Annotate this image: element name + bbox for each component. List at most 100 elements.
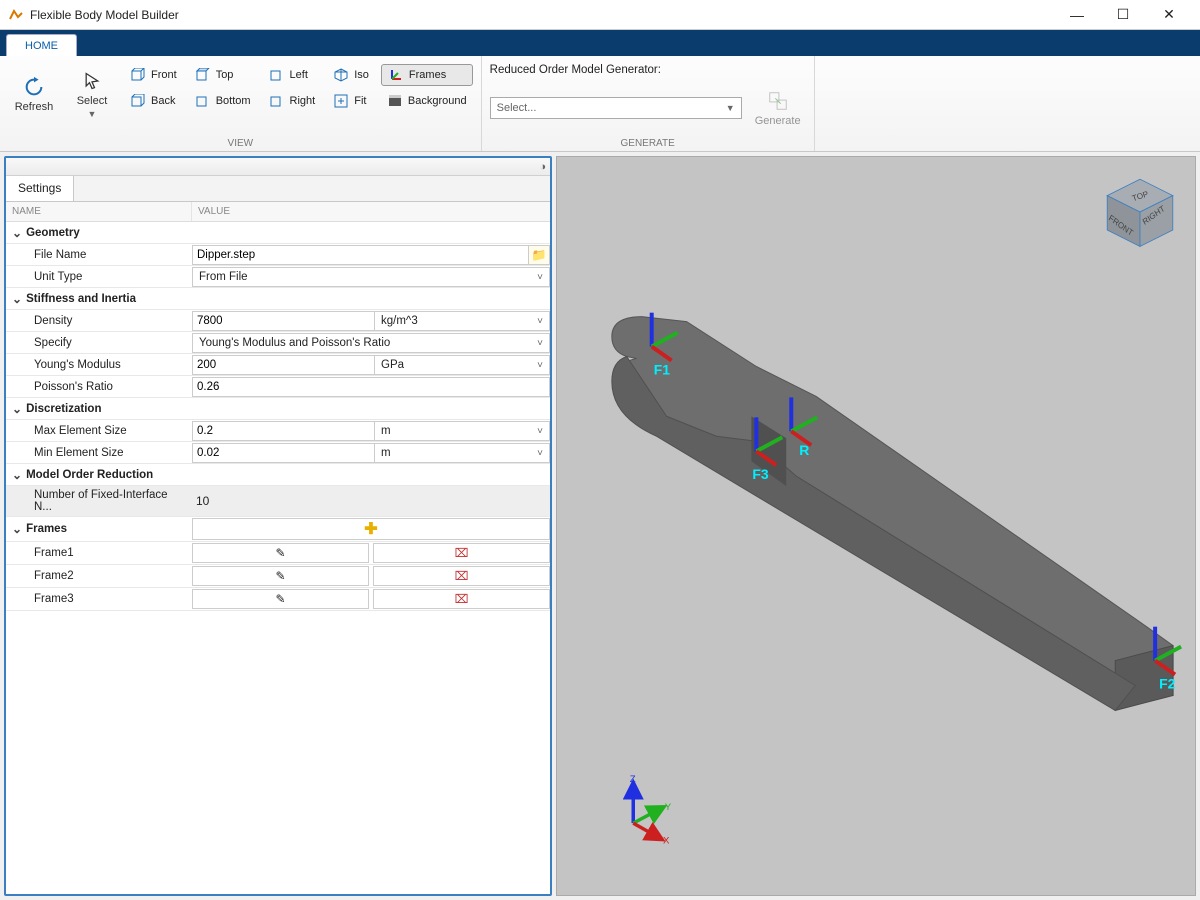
plus-icon: ✚ — [364, 519, 377, 539]
chevron-down-icon: ▼ — [88, 109, 97, 119]
rom-generator-label: Reduced Order Model Generator: — [490, 64, 661, 76]
property-grid: NAME VALUE Geometry File Name 📁 Unit Typ… — [6, 202, 550, 894]
label-poissons-ratio: Poisson's Ratio — [6, 376, 192, 397]
view-top-button[interactable]: Top — [189, 64, 257, 86]
titlebar: Flexible Body Model Builder — ☐ ✕ — [0, 0, 1200, 30]
pencil-icon: ✎ — [275, 592, 285, 606]
label-max-element-size: Max Element Size — [6, 420, 192, 441]
svg-text:F1: F1 — [654, 361, 671, 377]
section-discretization[interactable]: Discretization — [6, 398, 192, 419]
edit-frame3-button[interactable]: ✎ — [192, 589, 369, 609]
background-icon — [387, 93, 403, 109]
cube-left-icon — [269, 67, 285, 83]
tab-home[interactable]: HOME — [6, 34, 77, 56]
select-density-unit[interactable]: kg/m^3 — [374, 311, 550, 331]
input-file-name[interactable] — [192, 245, 528, 265]
rom-generator-select[interactable]: Select... ▼ — [490, 97, 742, 119]
refresh-button[interactable]: Refresh — [8, 60, 60, 128]
cube-top-icon — [195, 67, 211, 83]
column-value: VALUE — [192, 202, 550, 221]
ribbon-group-view-label: VIEW — [8, 136, 473, 149]
section-stiffness[interactable]: Stiffness and Inertia — [6, 288, 192, 309]
ribbon-tabstrip: HOME — [0, 30, 1200, 56]
section-mor[interactable]: Model Order Reduction — [6, 464, 192, 485]
chevron-down-icon — [537, 425, 543, 437]
cube-right-icon — [269, 93, 285, 109]
frames-icon — [388, 67, 404, 83]
flexible-body — [612, 317, 1173, 711]
ribbon-group-generate-label: GENERATE — [490, 136, 806, 149]
chevron-down-icon — [537, 315, 543, 327]
section-frames[interactable]: Frames — [6, 517, 192, 541]
label-frame3: Frame3 — [6, 588, 192, 610]
app-logo-icon — [8, 7, 24, 23]
delete-icon: ⌧ — [455, 592, 469, 606]
svg-text:F2: F2 — [1159, 675, 1176, 691]
pencil-icon: ✎ — [275, 569, 285, 583]
cube-front-icon — [130, 67, 146, 83]
chevron-down-icon — [537, 447, 543, 459]
cube-bottom-icon — [195, 93, 211, 109]
label-unit-type: Unit Type — [6, 266, 192, 287]
close-button[interactable]: ✕ — [1146, 0, 1192, 30]
view-front-button[interactable]: Front — [124, 64, 183, 86]
add-frame-button[interactable]: ✚ — [192, 518, 550, 540]
edit-frame2-button[interactable]: ✎ — [192, 566, 369, 586]
chevron-down-icon — [537, 359, 543, 371]
input-max-element-size[interactable] — [192, 421, 374, 441]
svg-text:R: R — [799, 442, 809, 458]
3d-viewport[interactable]: F1 R F3 F2 — [556, 156, 1196, 896]
label-frame2: Frame2 — [6, 565, 192, 587]
view-background-button[interactable]: Background — [381, 90, 473, 112]
label-nfin: Number of Fixed-Interface N... — [6, 486, 192, 516]
panel-menu-icon[interactable]: ◑ — [539, 161, 546, 173]
select-max-unit[interactable]: m — [374, 421, 550, 441]
chevron-down-icon — [537, 337, 543, 349]
ribbon: Refresh Select ▼ Front Back Top Bottom L… — [0, 56, 1200, 152]
maximize-button[interactable]: ☐ — [1100, 0, 1146, 30]
label-specify: Specify — [6, 332, 192, 353]
select-specify[interactable]: Young's Modulus and Poisson's Ratio — [192, 333, 550, 353]
view-bottom-button[interactable]: Bottom — [189, 90, 257, 112]
svg-text:F3: F3 — [752, 466, 769, 482]
svg-text:Y: Y — [665, 802, 672, 813]
input-poissons-ratio[interactable] — [192, 377, 550, 397]
cursor-icon — [80, 69, 104, 93]
input-density[interactable] — [192, 311, 374, 331]
input-youngs-modulus[interactable] — [192, 355, 374, 375]
label-file-name: File Name — [6, 244, 192, 265]
generate-button[interactable]: Generate — [750, 80, 806, 136]
section-geometry[interactable]: Geometry — [6, 222, 192, 243]
select-button[interactable]: Select ▼ — [66, 60, 118, 128]
label-density: Density — [6, 310, 192, 331]
view-back-button[interactable]: Back — [124, 90, 183, 112]
delete-frame2-button[interactable]: ⌧ — [373, 566, 550, 586]
minimize-button[interactable]: — — [1054, 0, 1100, 30]
select-unit-type[interactable]: From File — [192, 267, 550, 287]
delete-frame1-button[interactable]: ⌧ — [373, 543, 550, 563]
cube-iso-icon — [333, 67, 349, 83]
delete-icon: ⌧ — [455, 569, 469, 583]
chevron-down-icon — [537, 271, 543, 283]
view-frames-button[interactable]: Frames — [381, 64, 473, 86]
edit-frame1-button[interactable]: ✎ — [192, 543, 369, 563]
settings-panel: ◑ Settings NAME VALUE Geometry File Name… — [4, 156, 552, 896]
view-right-button[interactable]: Right — [263, 90, 322, 112]
world-axis-triad: Z Y X — [607, 775, 677, 845]
view-fit-button[interactable]: Fit — [327, 90, 375, 112]
view-iso-button[interactable]: Iso — [327, 64, 375, 86]
pencil-icon: ✎ — [275, 546, 285, 560]
input-min-element-size[interactable] — [192, 443, 374, 463]
folder-icon: 📁 — [532, 248, 547, 262]
view-left-button[interactable]: Left — [263, 64, 322, 86]
tab-settings[interactable]: Settings — [6, 176, 74, 201]
svg-text:X: X — [663, 835, 670, 845]
select-ym-unit[interactable]: GPa — [374, 355, 550, 375]
delete-icon: ⌧ — [455, 546, 469, 560]
browse-file-button[interactable]: 📁 — [528, 245, 550, 265]
window-title: Flexible Body Model Builder — [30, 8, 1054, 22]
view-cube[interactable]: TOP FRONT RIGHT — [1099, 171, 1181, 253]
delete-frame3-button[interactable]: ⌧ — [373, 589, 550, 609]
select-min-unit[interactable]: m — [374, 443, 550, 463]
chevron-down-icon: ▼ — [726, 103, 735, 113]
